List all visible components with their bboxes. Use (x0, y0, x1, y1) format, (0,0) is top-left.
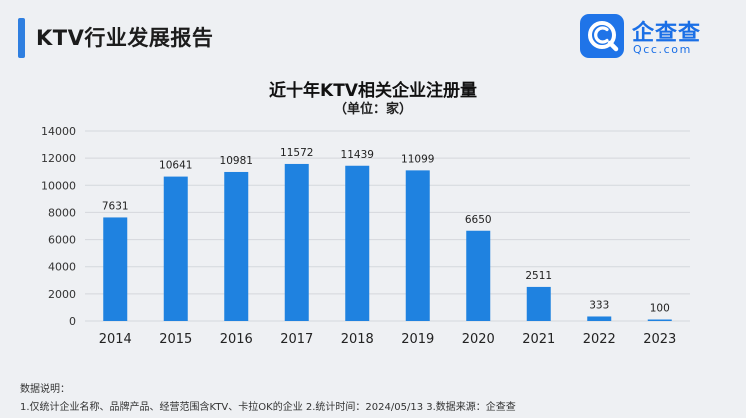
chart-subtitle: （单位：家） (333, 102, 412, 117)
y-tick-label: 6000 (48, 234, 76, 247)
y-tick-label: 4000 (48, 261, 76, 274)
title-accent-bar (18, 18, 25, 58)
bar-2014 (103, 217, 128, 321)
bar-2015 (163, 176, 188, 321)
qcc-logo: 企查查 Qcc.com (580, 14, 730, 62)
y-tick-label: 10000 (41, 179, 76, 192)
x-tick-label-2018: 2018 (341, 332, 374, 347)
value-label-2020: 6650 (465, 214, 492, 226)
value-label-2015: 10641 (159, 160, 192, 172)
report-title: KTV行业发展报告 (36, 26, 214, 50)
value-label-2016: 10981 (220, 155, 253, 167)
value-label-2022: 333 (589, 299, 609, 311)
bar-2020 (466, 230, 491, 321)
x-tick-label-2021: 2021 (522, 332, 555, 347)
x-tick-label-2014: 2014 (99, 332, 132, 347)
bar-2019 (405, 170, 430, 321)
data-notes: 数据说明： 1.仅统计企业名称、品牌产品、经营范围含KTV、卡拉OK的企业 2.… (20, 380, 516, 416)
value-label-2021: 2511 (525, 270, 552, 282)
value-label-2023: 100 (650, 303, 670, 315)
bar-2022 (587, 316, 612, 321)
chart-title: 近十年KTV相关企业注册量 (269, 81, 477, 101)
x-tick-label-2019: 2019 (401, 332, 434, 347)
x-tick-label-2022: 2022 (583, 332, 616, 347)
y-tick-label: 0 (69, 315, 76, 328)
x-tick-label-2017: 2017 (280, 332, 313, 347)
x-tick-label-2016: 2016 (220, 332, 253, 347)
value-label-2017: 11572 (280, 147, 313, 159)
header: KTV行业发展报告 企查查 Qcc.com (0, 0, 746, 68)
value-label-2014: 7631 (102, 200, 129, 212)
logo-name: 企查查 (632, 21, 702, 46)
value-label-2018: 11439 (341, 149, 374, 161)
y-tick-label: 2000 (48, 288, 76, 301)
bar-2017 (284, 163, 309, 321)
magnifier-c-icon (580, 14, 624, 58)
bar-2018 (345, 165, 370, 321)
notes-heading: 数据说明： (20, 384, 70, 395)
bar-2016 (224, 171, 249, 321)
x-tick-label-2015: 2015 (159, 332, 192, 347)
value-label-2019: 11099 (401, 153, 434, 165)
bar-chart: 0 2000 4000 6000 8000 10000 12000 14000 7631 2014… (41, 125, 690, 347)
logo-domain: Qcc.com (633, 43, 692, 56)
y-tick-label: 14000 (41, 125, 76, 138)
y-tick-label: 8000 (48, 206, 76, 219)
x-tick-label-2023: 2023 (643, 332, 676, 347)
bar-2023 (647, 319, 672, 321)
bar-2021 (526, 286, 551, 321)
y-tick-label: 12000 (41, 152, 76, 165)
x-tick-label-2020: 2020 (462, 332, 495, 347)
notes-text: 1.仅统计企业名称、品牌产品、经营范围含KTV、卡拉OK的企业 2.统计时间：2… (20, 402, 516, 413)
